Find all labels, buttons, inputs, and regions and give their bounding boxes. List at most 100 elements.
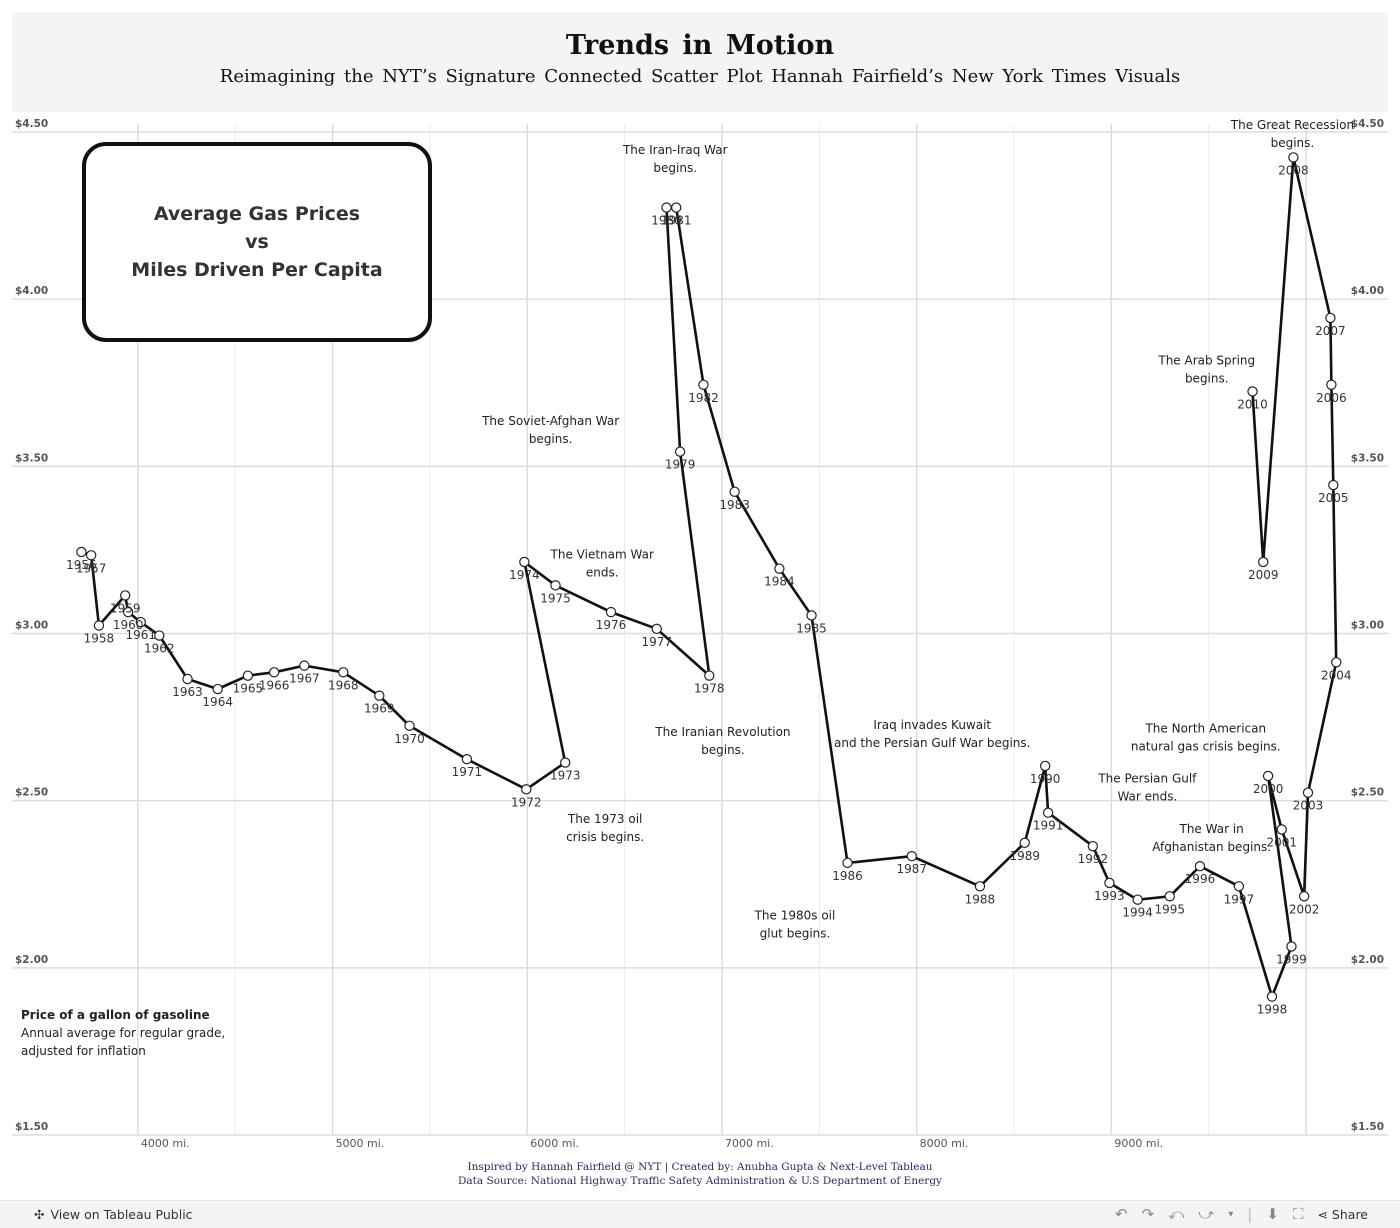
revert-icon[interactable]: ⤺ <box>1168 1205 1185 1223</box>
data-point[interactable] <box>1132 894 1143 905</box>
year-label: 2000 <box>1253 782 1284 796</box>
redo-icon[interactable]: ↷ <box>1141 1205 1155 1223</box>
connected-scatter-chart[interactable]: $1.50 $1.50 $2.00 $2.00 $2.50 $2.50 $3.00 $3.00… <box>0 112 1400 1162</box>
data-point[interactable] <box>1019 837 1030 849</box>
event-annotation: Iraq invades Kuwait and the Persian Gulf … <box>834 718 1030 750</box>
data-point[interactable] <box>651 623 662 635</box>
data-point[interactable] <box>1042 807 1054 818</box>
data-point[interactable] <box>120 590 131 601</box>
data-point[interactable] <box>154 630 165 641</box>
page-title: Trends in Motion <box>565 30 835 61</box>
data-point[interactable] <box>729 486 740 497</box>
fullscreen-icon[interactable]: ⛶ <box>1292 1205 1304 1223</box>
y-tick-label-left: $1.50 <box>15 1121 48 1133</box>
data-point[interactable] <box>550 580 561 591</box>
data-point[interactable] <box>842 857 853 869</box>
annotation-layer: The Great Recession begins. The Iran-Iraq … <box>481 118 1354 941</box>
year-label: 1975 <box>540 591 571 605</box>
year-label: 1990 <box>1030 772 1061 786</box>
data-point[interactable] <box>1302 787 1314 798</box>
data-point[interactable] <box>1298 891 1310 902</box>
data-point[interactable] <box>1266 991 1278 1002</box>
data-point[interactable] <box>521 784 532 795</box>
data-point[interactable] <box>1258 556 1269 568</box>
forward-icon[interactable]: ⤻ <box>1198 1205 1215 1223</box>
year-label: 1980 <box>651 214 682 228</box>
year-label: 1959 <box>110 601 141 615</box>
data-point[interactable] <box>1331 657 1342 668</box>
data-point[interactable] <box>1194 861 1206 872</box>
year-label: 1963 <box>172 685 203 699</box>
data-point[interactable] <box>605 606 617 618</box>
year-label: 1961 <box>126 628 157 642</box>
data-point[interactable] <box>1328 479 1339 491</box>
y-tick-label-right: $4.00 <box>1351 285 1384 297</box>
data-point[interactable] <box>122 606 134 618</box>
year-label: 1960 <box>113 618 144 632</box>
data-point[interactable] <box>1276 824 1287 835</box>
year-label: 2007 <box>1315 324 1346 338</box>
data-point[interactable] <box>1325 312 1336 324</box>
data-point[interactable] <box>461 754 473 765</box>
chart-title-box: Average Gas Prices vs Miles Driven Per C… <box>82 142 432 342</box>
data-point[interactable] <box>1087 840 1099 852</box>
data-point[interactable] <box>1262 770 1274 782</box>
data-point[interactable] <box>698 379 709 390</box>
y-tick-label-left: $4.00 <box>15 285 48 297</box>
year-label: 2006 <box>1316 391 1347 405</box>
data-point[interactable] <box>93 620 105 631</box>
data-point[interactable] <box>661 202 672 213</box>
data-point[interactable] <box>404 720 415 732</box>
data-point[interactable] <box>242 670 254 681</box>
dropdown-chevron-icon[interactable]: ▾ <box>1228 1208 1234 1220</box>
y-tick-label-left: $3.00 <box>15 620 48 632</box>
x-tick-label: 8000 mi. <box>920 1137 969 1150</box>
dashboard-header: Trends in Motion Reimagining the NYT’s S… <box>12 12 1388 112</box>
y-tick-label-left: $2.50 <box>15 787 48 799</box>
undo-icon[interactable]: ↶ <box>1115 1205 1128 1223</box>
year-label: 1958 <box>84 632 115 646</box>
data-point[interactable] <box>1039 760 1051 772</box>
data-point[interactable] <box>1247 386 1258 397</box>
data-point[interactable] <box>1288 152 1299 163</box>
share-button[interactable]: ⋖ Share <box>1317 1207 1368 1222</box>
data-point[interactable] <box>374 690 385 701</box>
year-label: 1979 <box>665 458 696 472</box>
event-annotation: The Great Recession begins. <box>1230 118 1354 150</box>
data-point[interactable] <box>1164 891 1175 902</box>
download-icon[interactable]: ⬇ <box>1266 1205 1279 1223</box>
data-point[interactable] <box>1286 941 1297 952</box>
axis-note-line-2: adjusted for inflation <box>21 1044 146 1058</box>
view-on-tableau-public-link[interactable]: ✣ View on Tableau Public <box>34 1207 193 1222</box>
data-point[interactable] <box>674 446 686 457</box>
page-subtitle: Reimagining the NYT’s Signature Connecte… <box>219 66 1181 87</box>
data-point[interactable] <box>704 670 715 681</box>
data-point[interactable] <box>338 667 349 678</box>
data-point[interactable] <box>299 660 310 671</box>
data-point[interactable] <box>76 546 87 558</box>
event-annotation: The Arab Spring begins. <box>1157 354 1255 386</box>
data-point-layer[interactable] <box>76 152 1342 1002</box>
data-point[interactable] <box>774 563 785 574</box>
data-point[interactable] <box>85 550 97 561</box>
data-point[interactable] <box>671 202 682 213</box>
axis-layer: $1.50 $1.50 $2.00 $2.00 $2.50 $2.50 $3.00 $3.00… <box>15 118 1384 1150</box>
data-point[interactable] <box>806 610 817 621</box>
data-point[interactable] <box>974 881 986 892</box>
year-label: 1999 <box>1276 952 1307 966</box>
x-tick-label: 7000 mi. <box>725 1137 774 1150</box>
year-label: 2008 <box>1278 163 1309 177</box>
data-point[interactable] <box>1104 877 1115 889</box>
data-point[interactable] <box>560 757 571 768</box>
data-point[interactable] <box>182 673 193 685</box>
data-point[interactable] <box>135 616 146 628</box>
data-point[interactable] <box>1233 881 1245 892</box>
data-point[interactable] <box>519 556 530 568</box>
event-annotation: The 1980s oil glut begins. <box>754 909 836 941</box>
data-point[interactable] <box>212 683 223 695</box>
year-label: 2003 <box>1293 799 1324 813</box>
data-point[interactable] <box>268 667 280 678</box>
data-point[interactable] <box>1326 379 1337 390</box>
data-point[interactable] <box>906 850 917 862</box>
